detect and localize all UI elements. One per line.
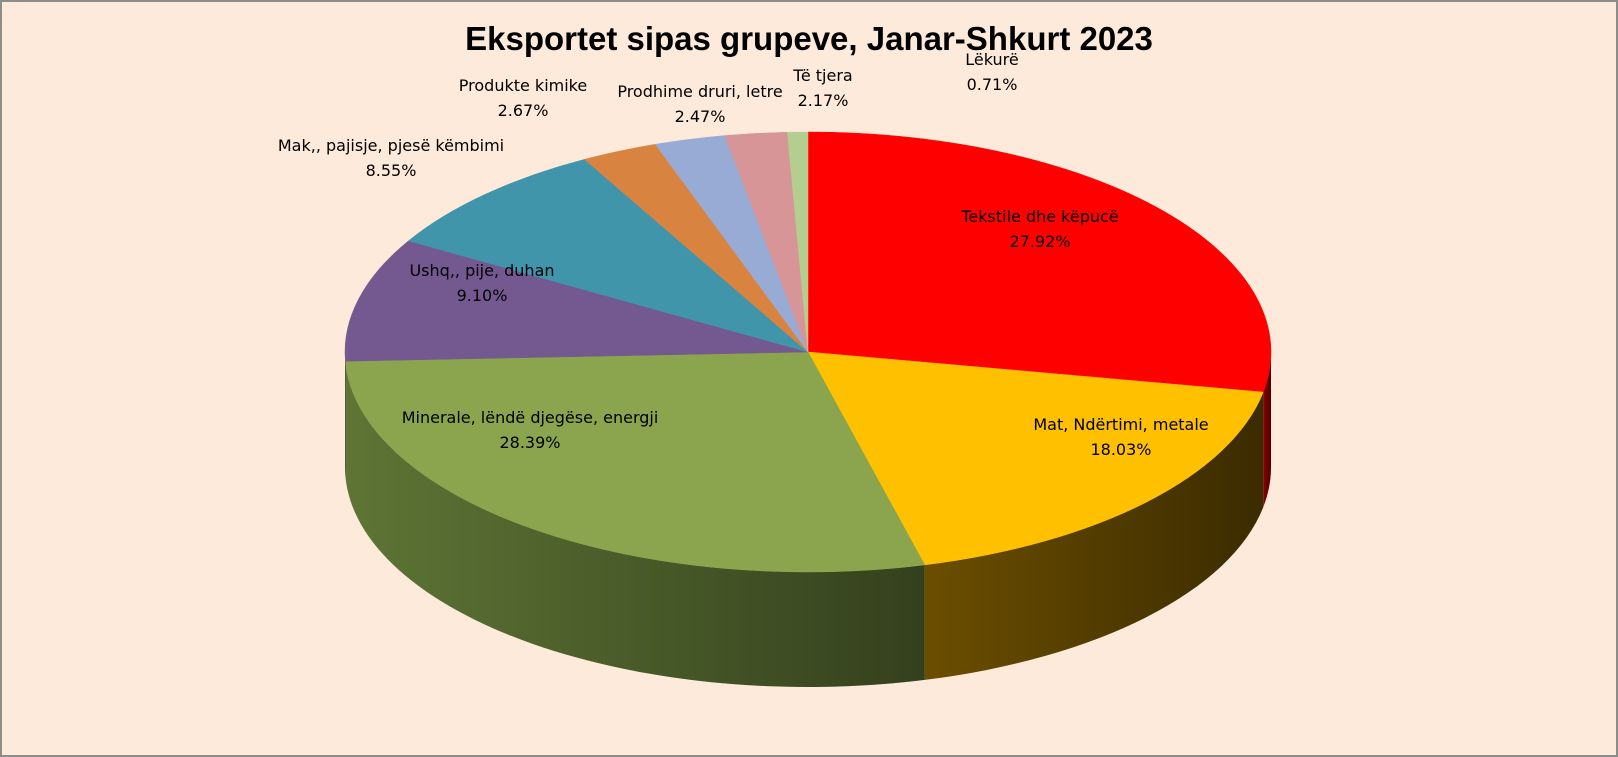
slice-label-lekure: Lëkurë <box>965 50 1018 69</box>
pie-sides <box>345 352 1271 687</box>
slice-value-minerale-lende-djegese-energji: 28.39% <box>499 433 560 452</box>
slice-label-minerale-lende-djegese-energji: Minerale, lëndë djegëse, energji <box>402 408 659 427</box>
pie-slice-lekure <box>787 131 809 353</box>
slice-value-produkte-kimike: 2.67% <box>498 101 549 120</box>
slice-value-mak-pajisje-pjese-kembimi: 8.55% <box>366 161 417 180</box>
chart-title: Eksportet sipas grupeve, Janar-Shkurt 20… <box>465 20 1153 57</box>
slice-label-ushq-pije-duhan: Ushq,, pije, duhan <box>409 261 554 280</box>
pie-side-shade-minerale-lende-djegese-energji <box>345 361 925 687</box>
pie-slice-ushq-pije-duhan <box>344 240 809 362</box>
slice-label-tekstile-dhe-kepuce: Tekstile dhe këpucë <box>960 207 1118 226</box>
slice-label-te-tjera: Të tjera <box>792 66 852 85</box>
pie-slice-minerale-lende-djegese-energji <box>345 351 926 573</box>
slice-value-lekure: 0.71% <box>967 75 1018 94</box>
slice-label-mak-pajisje-pjese-kembimi: Mak,, pajisje, pjesë këmbimi <box>278 136 504 155</box>
pie-tops <box>344 131 1272 573</box>
pie-side-shade-mat-ndertimi-metale <box>924 392 1264 680</box>
pie-slice-tekstile-dhe-kepuce <box>807 131 1272 393</box>
slice-value-tekstile-dhe-kepuce: 27.92% <box>1009 232 1070 251</box>
slice-label-produkte-kimike: Produkte kimike <box>459 76 587 95</box>
slice-value-te-tjera: 2.17% <box>798 91 849 110</box>
slice-value-prodhime-druri-letre: 2.47% <box>675 107 726 126</box>
slice-value-ushq-pije-duhan: 9.10% <box>457 286 508 305</box>
pie-slice-mat-ndertimi-metale <box>807 351 1264 566</box>
slice-label-mat-ndertimi-metale: Mat, Ndërtimi, metale <box>1033 415 1208 434</box>
slice-value-mat-ndertimi-metale: 18.03% <box>1090 440 1151 459</box>
pie-labels: Tekstile dhe këpucë 27.92% Mat, Ndërtimi, … <box>278 50 1209 459</box>
pie-side-shade-tekstile-dhe-kepuce <box>1263 352 1271 508</box>
pie-slice-mak-pajisje-pjese-kembimi <box>407 159 809 353</box>
slice-label-prodhime-druri-letre: Prodhime druri, letre <box>617 82 782 101</box>
